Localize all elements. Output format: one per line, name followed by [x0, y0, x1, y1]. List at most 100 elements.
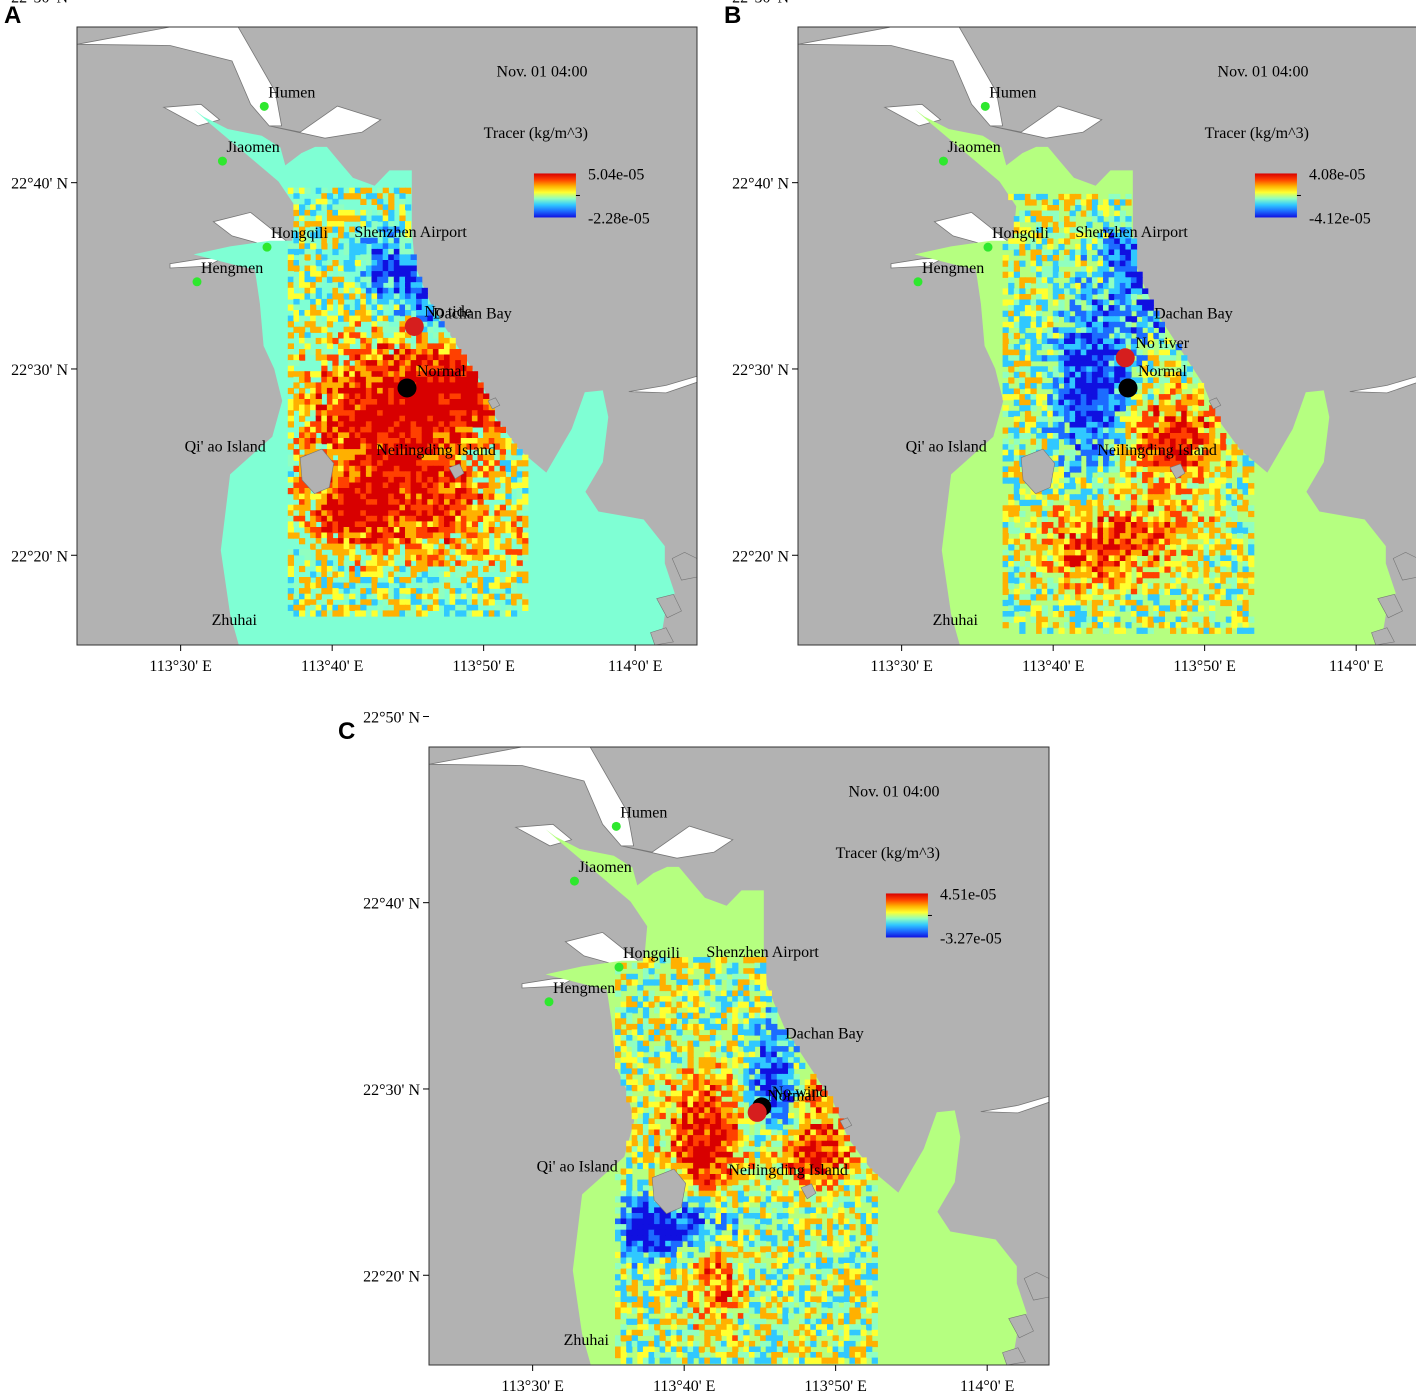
tracer-cell [405, 304, 412, 311]
tracer-cell [1197, 616, 1205, 623]
tracer-cell [682, 1051, 689, 1058]
tracer-cell [511, 465, 518, 472]
tracer-cell [505, 604, 512, 611]
tracer-cell [1030, 216, 1037, 223]
tracer-cell [332, 209, 339, 217]
tracer-cell [1030, 522, 1037, 529]
tracer-cell [1052, 344, 1059, 351]
tracer-cell [1002, 588, 1009, 595]
tracer-cell [1125, 488, 1132, 495]
tracer-cell [1170, 527, 1177, 534]
tracer-cell [1142, 383, 1149, 390]
tracer-cell [631, 1068, 638, 1075]
tracer-cell [1170, 533, 1177, 540]
tracer-cell [365, 387, 373, 395]
tracer-cell [1086, 460, 1093, 467]
tracer-cell [449, 460, 456, 467]
tracer-cell [1058, 338, 1065, 345]
tracer-cell [1041, 366, 1048, 373]
tracer-cell [1114, 416, 1121, 423]
tracer-cell [332, 493, 339, 500]
tracer-cell [1186, 544, 1193, 551]
tracer-cell [1164, 427, 1171, 434]
tracer-cell [1052, 232, 1059, 239]
tracer-cell [1103, 338, 1110, 345]
tracer-cell [1075, 271, 1082, 278]
tracer-cell [1170, 499, 1177, 506]
tracer-cell [1125, 549, 1132, 556]
tracer-cell [365, 298, 373, 306]
tracer-cell [427, 543, 434, 550]
scenario-label: Normal [417, 363, 466, 380]
tracer-cell [1075, 310, 1082, 317]
tracer-cell [1013, 488, 1020, 495]
tracer-cell [338, 543, 345, 550]
tracer-cell [405, 399, 412, 406]
tracer-cell [494, 504, 501, 511]
tracer-cell [1164, 494, 1171, 501]
tracer-cell [732, 979, 739, 986]
tracer-cell [1103, 538, 1110, 545]
tracer-cell [1170, 355, 1177, 362]
tracer-cell [343, 393, 350, 400]
tracer-cell [1052, 366, 1059, 373]
tracer-cell [1242, 488, 1249, 495]
tracer-cell [326, 221, 334, 228]
tracer-cell [1214, 438, 1221, 445]
tracer-cell [438, 432, 445, 439]
tracer-cell [321, 582, 328, 589]
tracer-cell [1130, 599, 1138, 607]
tracer-cell [1002, 616, 1009, 623]
tracer-cell [743, 1057, 750, 1064]
tracer-cell [1181, 410, 1188, 417]
tracer-cell [1147, 505, 1154, 512]
tracer-cell [642, 1007, 650, 1014]
tracer-cell [1002, 522, 1009, 529]
tracer-cell [1242, 483, 1249, 490]
tracer-cell [1186, 494, 1193, 501]
tracer-cell [1036, 232, 1043, 239]
tracer-cell [438, 382, 445, 389]
tracer-cell [687, 1046, 694, 1053]
tracer-cell [377, 549, 384, 556]
tracer-cell [1069, 327, 1076, 334]
x-tick-label: 113°40' E [1022, 658, 1084, 675]
tracer-cell [1108, 310, 1115, 317]
tracer-cell [1013, 616, 1020, 623]
tracer-cell [438, 360, 445, 367]
tracer-cell [1091, 405, 1099, 412]
tracer-cell [760, 1012, 767, 1019]
tracer-cell [310, 560, 317, 567]
tracer-cell [620, 984, 627, 992]
tracer-cell [471, 432, 479, 439]
tracer-cell [287, 360, 294, 367]
tracer-cell [432, 404, 440, 411]
tracer-cell [293, 438, 300, 445]
tracer-cell [1147, 394, 1154, 401]
tracer-cell [494, 538, 501, 545]
tracer-cell [382, 365, 389, 372]
tracer-cell [338, 404, 345, 411]
tracer-cell [427, 493, 434, 500]
tracer-cell [1013, 449, 1020, 456]
tracer-cell [1225, 577, 1232, 584]
tracer-cell [343, 527, 350, 534]
tracer-cell [349, 365, 356, 372]
tracer-cell [1069, 427, 1076, 434]
tracer-cell [1164, 416, 1171, 423]
tracer-cell [1086, 583, 1093, 590]
tracer-cell [687, 1062, 694, 1069]
tracer-cell [1114, 455, 1121, 462]
tracer-cell [421, 426, 428, 433]
tracer-cell [810, 1073, 817, 1081]
tracer-cell [471, 399, 479, 406]
tracer-cell [704, 973, 711, 980]
tracer-cell [354, 521, 361, 528]
tracer-cell [494, 527, 501, 534]
tracer-cell [410, 571, 417, 578]
tracer-cell [665, 984, 672, 992]
tracer-cell [332, 237, 339, 244]
tracer-cell [1058, 588, 1065, 595]
tracer-cell [1086, 366, 1093, 373]
tracer-cell [343, 315, 350, 322]
